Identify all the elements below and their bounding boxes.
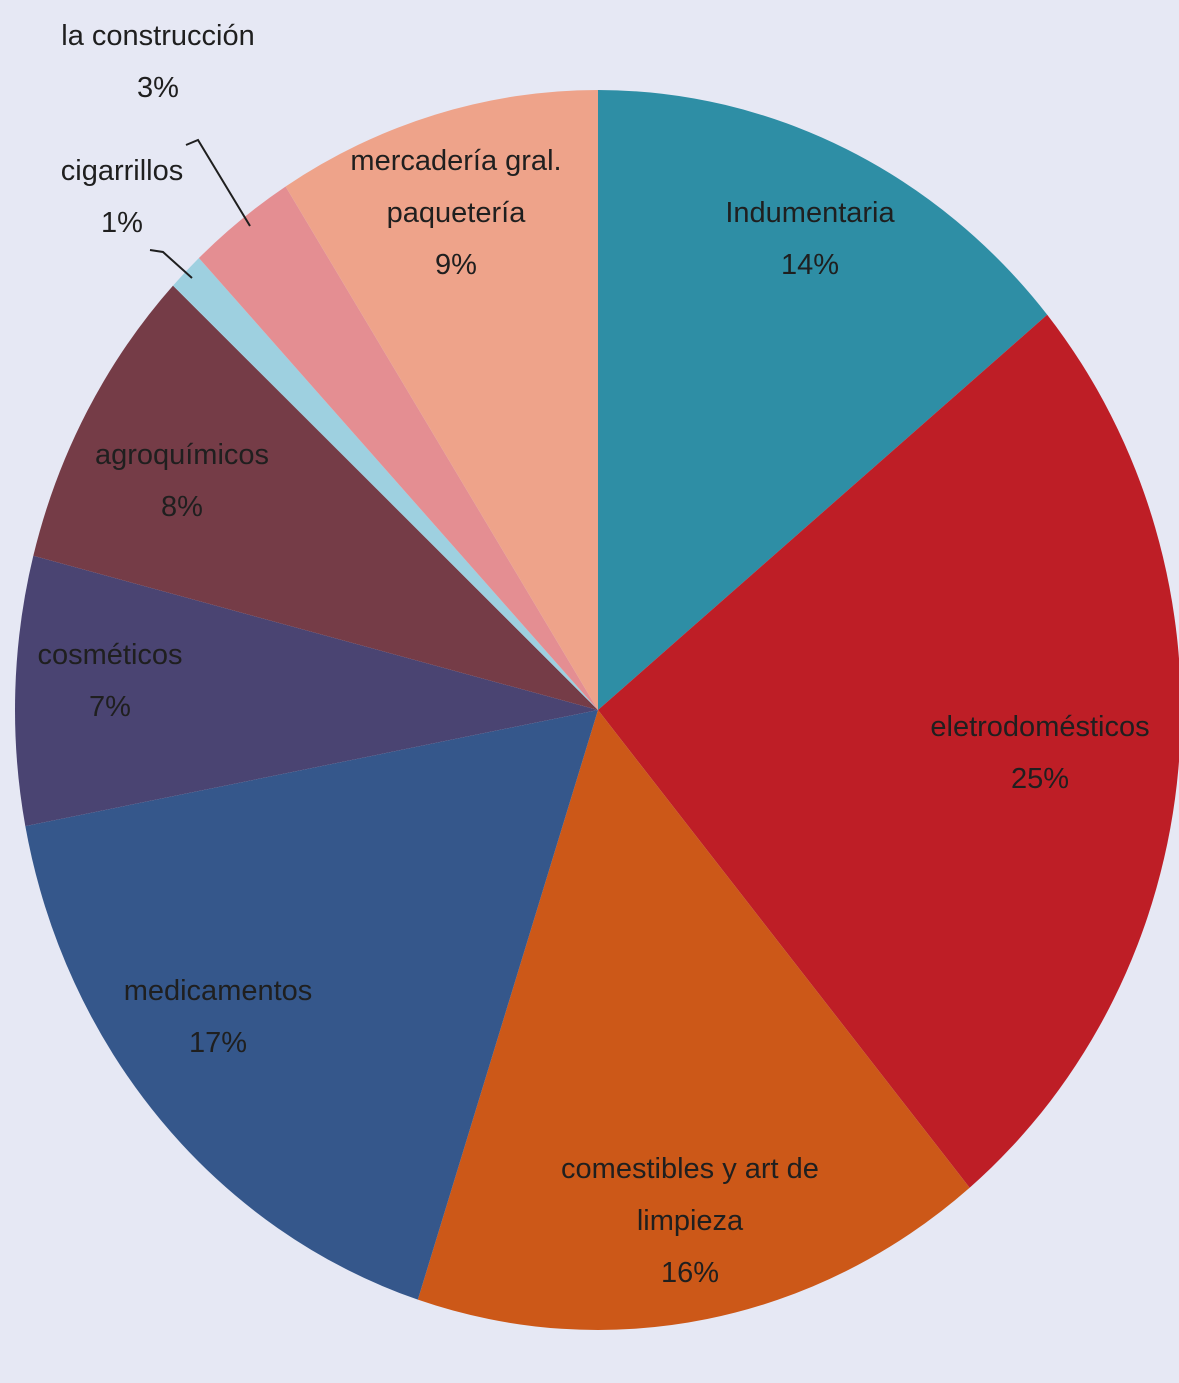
slice-label-comestibles-y-art-de: comestibles y art de limpieza 16%	[561, 1153, 819, 1289]
pie-slice-materiales-para	[198, 186, 598, 710]
pie-slice-comestibles-y-art-de	[417, 710, 970, 1331]
slice-label-eletrodomesticos: eletrodomésticos 25%	[930, 711, 1149, 795]
pie-slice-medicamentos	[25, 710, 598, 1300]
leader-line-cigarrillos	[149, 249, 193, 279]
slice-label-cosmeticos: cosméticos 7%	[37, 639, 182, 723]
pie-slice-mercaderia-gral	[285, 90, 598, 710]
pie-slice-cigarrillos	[173, 258, 598, 710]
leader-line-materiales-para	[185, 138, 251, 227]
slice-label-cigarrillos: cigarrillos 1%	[61, 155, 183, 239]
pie-slice-eletrodomesticos	[598, 314, 1179, 1188]
slice-label-indumentaria: Indumentaria 14%	[725, 197, 895, 281]
pie-slice-indumentaria	[598, 90, 1048, 710]
pie-slice-cosmeticos	[15, 555, 598, 827]
slice-label-medicamentos: medicamentos 17%	[124, 975, 313, 1059]
slice-label-mercaderia-gral: mercadería gral. paquetería 9%	[350, 145, 561, 281]
pie-slice-agroquimicos	[33, 285, 598, 710]
slice-label-agroquimicos: agroquímicos 8%	[95, 439, 269, 523]
